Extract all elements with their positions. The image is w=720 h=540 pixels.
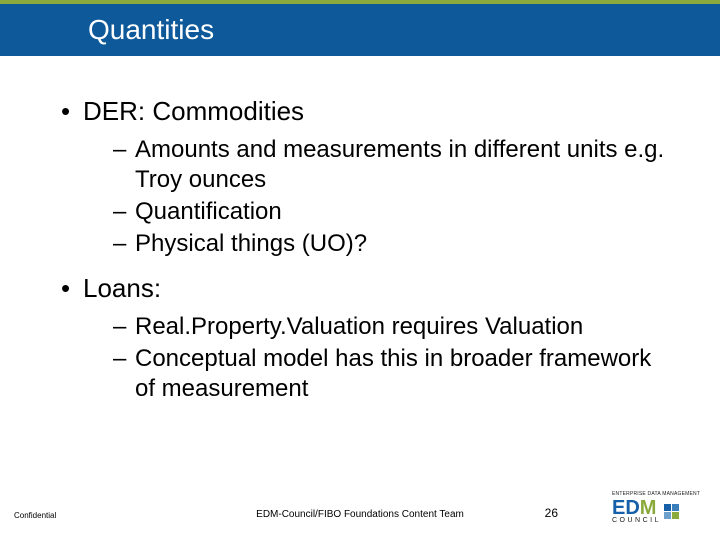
slide-title: Quantities xyxy=(88,14,214,46)
bullet-der-commodities: DER: Commodities xyxy=(55,96,670,127)
logo-edm-text: EDM xyxy=(612,498,661,518)
bullet-physical-things: Physical things (UO)? xyxy=(55,229,670,259)
logo-letter-d: D xyxy=(625,497,639,519)
logo-letter-m: M xyxy=(640,497,657,519)
logo-letter-e: E xyxy=(612,497,625,519)
bullet-quantification: Quantification xyxy=(55,197,670,227)
page-number: 26 xyxy=(545,506,558,520)
confidential-label: Confidential xyxy=(14,511,56,520)
footer: Confidential EDM-Council/FIBO Foundation… xyxy=(0,496,720,526)
edm-logo: ENTERPRISE DATA MANAGEMENT EDM COUNCIL xyxy=(612,491,706,524)
logo-council-text: COUNCIL xyxy=(612,517,661,524)
logo-box-1 xyxy=(664,504,671,511)
content-area: DER: Commodities Amounts and measurement… xyxy=(0,56,720,404)
logo-box-4 xyxy=(672,512,679,519)
footer-center-text: EDM-Council/FIBO Foundations Content Tea… xyxy=(256,509,464,520)
logo-text-block: EDM COUNCIL xyxy=(612,498,661,524)
logo-box-3 xyxy=(664,512,671,519)
logo-box-2 xyxy=(672,504,679,511)
bullet-conceptual-model: Conceptual model has this in broader fra… xyxy=(55,344,670,404)
bullet-real-property: Real.Property.Valuation requires Valuati… xyxy=(55,312,670,342)
logo-row: EDM COUNCIL xyxy=(612,498,706,524)
bullet-loans: Loans: xyxy=(55,273,670,304)
title-bar: Quantities xyxy=(0,4,720,56)
bullet-amounts: Amounts and measurements in different un… xyxy=(55,135,670,195)
logo-boxes-icon xyxy=(664,504,679,519)
